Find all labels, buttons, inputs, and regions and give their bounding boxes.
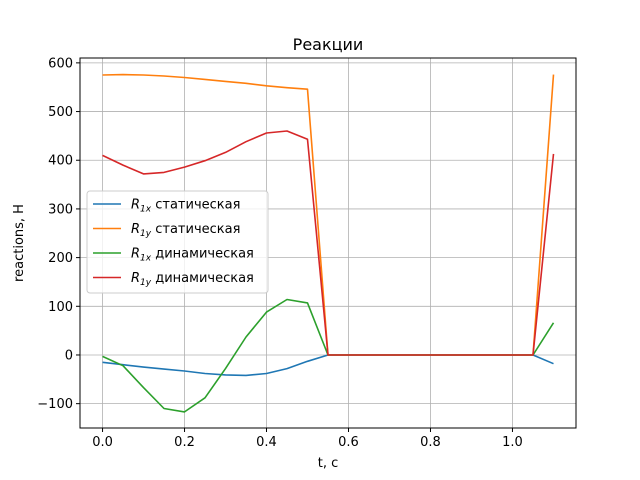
legend-subscript: 1y: [140, 278, 152, 288]
legend-box: [86, 190, 269, 294]
x-axis-label: t, c: [318, 456, 339, 471]
legend-entry: R1y динамическая: [131, 271, 254, 288]
legend-subscript: 1x: [140, 205, 152, 215]
legend-label: динамическая: [151, 247, 254, 262]
y-axis-label: reactions, H: [12, 204, 27, 282]
y-tick-label: 300: [48, 202, 73, 217]
x-tick-label: 0.2: [174, 435, 195, 450]
legend-label: динамическая: [151, 271, 254, 286]
legend-label: статическая: [151, 222, 240, 237]
x-tick-label: 0.4: [256, 435, 277, 450]
x-tick-label: 1.0: [502, 435, 523, 450]
plot-frame: [79, 57, 577, 429]
x-tick-label: 0.6: [338, 435, 359, 450]
legend-symbol: R: [131, 222, 140, 237]
chart-title: Реакции: [293, 35, 364, 54]
legend-symbol: R: [131, 247, 140, 262]
y-tick-label: 600: [48, 56, 73, 71]
y-tick-label: −100: [37, 397, 73, 412]
legend-entry: R1x статическая: [131, 198, 240, 215]
y-tick-label: 400: [48, 154, 73, 169]
x-tick-label: 0.8: [420, 435, 441, 450]
y-tick-label: 500: [48, 105, 73, 120]
legend-subscript: 1x: [140, 254, 152, 264]
legend-symbol: R: [131, 271, 140, 286]
legend-symbol: R: [131, 198, 140, 213]
y-tick-label: 100: [48, 300, 73, 315]
series-layer: [102, 73, 555, 413]
y-tick-label: 200: [48, 251, 73, 266]
x-axis-ticks: 0.0 0.2 0.4 0.6 0.8 1.0: [92, 428, 523, 450]
x-tick-label: 0.0: [92, 435, 113, 450]
legend-subscript: 1y: [140, 229, 152, 239]
legend-entry: R1y статическая: [131, 222, 240, 239]
y-axis-ticks: −100 0 100 200 300 400 500 600: [37, 56, 80, 412]
y-tick-label: 0: [65, 348, 73, 363]
series-line-3: [102, 130, 555, 356]
legend-entry: R1x динамическая: [131, 247, 254, 264]
legend-label: статическая: [151, 198, 240, 213]
